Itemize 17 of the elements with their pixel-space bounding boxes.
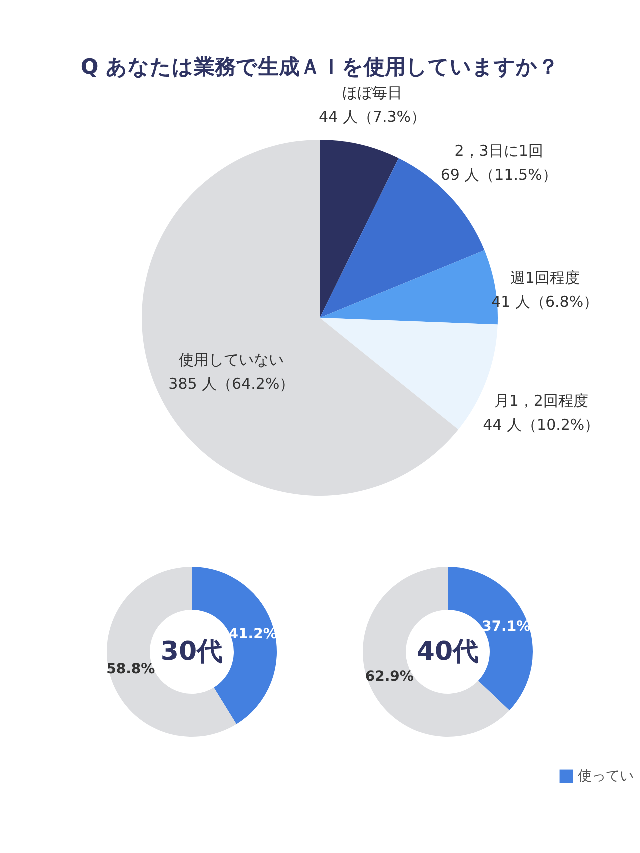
chart-title: Q あなたは業務で生成ＡＩを使用していますか？: [80, 54, 560, 79]
data-label: 44 人（7.3%）: [319, 108, 426, 126]
data-label: 69 人（11.5%）: [440, 166, 558, 184]
slice-label: 月1，2回程度: [494, 392, 588, 410]
pie-slice: [320, 158, 485, 318]
legend-label: 使ってい: [578, 768, 634, 784]
slice-label: 2，3日に1回: [454, 142, 544, 160]
text: 30代: [160, 637, 224, 667]
data-label: 58.8%: [106, 661, 156, 678]
text: 40代: [416, 637, 480, 667]
data-label: 44 人（10.2%）: [483, 416, 600, 434]
data-label: 385 人（64.2%）: [168, 375, 295, 394]
pie-slice: [320, 140, 399, 318]
slice-label: ほぼ毎日: [342, 84, 403, 102]
slice-label: 使用していない: [179, 351, 284, 370]
data-label: 62.9%: [365, 669, 414, 686]
slice-label: 週1回程度: [510, 268, 580, 287]
